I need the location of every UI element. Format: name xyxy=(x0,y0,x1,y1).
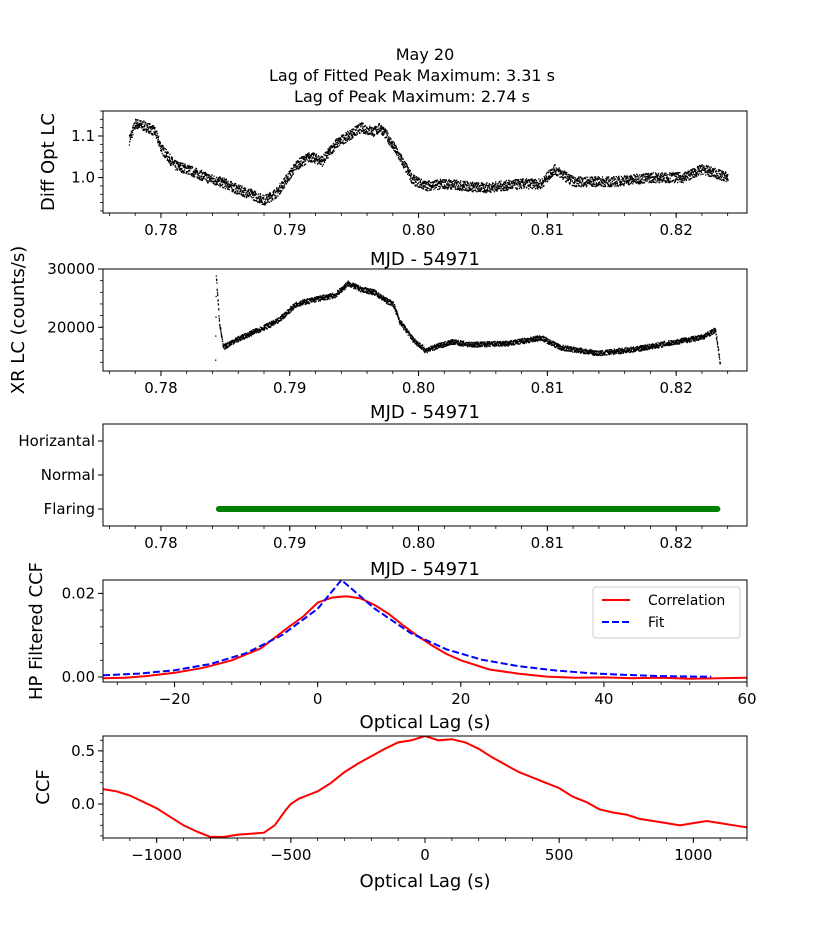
y-axis-ticks: 1.0 1.1 xyxy=(71,110,103,212)
xray-lightcurve-plot xyxy=(215,275,721,365)
optical-lightcurve-plot xyxy=(128,118,729,206)
x-axis-label: MJD - 54971 xyxy=(370,402,480,423)
x-axis-label: MJD - 54971 xyxy=(370,559,480,580)
y-tick-label: 0.00 xyxy=(62,668,95,686)
x-tick-label: 0.80 xyxy=(402,534,435,552)
axes-frame xyxy=(102,579,748,683)
x-tick-label: 0.78 xyxy=(144,221,177,239)
x-axis-ticks: 0.78 0.79 0.80 0.81 0.82 xyxy=(109,526,729,552)
x-tick-label: 0 xyxy=(313,690,323,708)
legend-label-correlation: Correlation xyxy=(648,593,725,609)
y-axis-ticks: 0.0 0.5 xyxy=(71,739,103,837)
title-line-3: Lag of Peak Maximum: 2.74 s xyxy=(294,87,530,106)
state-category-label: Normal xyxy=(41,466,95,484)
x-tick-label: 0 xyxy=(420,846,430,864)
x-tick-label: 40 xyxy=(594,690,613,708)
y-tick-label: 0.02 xyxy=(62,584,95,602)
x-axis-ticks: −1000 −500 0 500 1000 xyxy=(102,838,748,864)
x-tick-label: 0.80 xyxy=(402,379,435,397)
x-axis-label: Optical Lag (s) xyxy=(360,871,491,892)
y-tick-label: 30000 xyxy=(47,260,95,278)
x-tick-label: 0.81 xyxy=(531,379,564,397)
x-axis-ticks: 0.78 0.79 0.80 0.81 0.82 xyxy=(109,213,729,239)
y-axis-label: XR LC (counts/s) xyxy=(8,246,29,395)
x-tick-label: 500 xyxy=(545,846,574,864)
series-correlation xyxy=(103,595,747,680)
x-tick-label: 0.78 xyxy=(144,534,177,552)
x-tick-label: 0.79 xyxy=(273,379,306,397)
xray-lightcurve-panel: MJD - 54971 0.78 0.79 0.80 0.81 0.82 20000 30… xyxy=(8,246,748,397)
x-tick-label: 60 xyxy=(737,690,756,708)
title-line-1: May 20 xyxy=(396,45,455,64)
axes-frame xyxy=(102,735,748,839)
y-tick-label: 1.1 xyxy=(71,127,95,145)
x-tick-label: 0.81 xyxy=(531,221,564,239)
x-tick-label: 0.80 xyxy=(402,221,435,239)
x-tick-label: 0.79 xyxy=(273,534,306,552)
x-tick-label: 1000 xyxy=(674,846,712,864)
series-ccf xyxy=(103,736,747,838)
axes-frame xyxy=(102,423,748,527)
x-tick-label: −500 xyxy=(270,846,311,864)
y-axis-ticks: 0.00 0.02 xyxy=(62,584,103,686)
x-axis-label: Optical Lag (s) xyxy=(360,712,491,733)
y-tick-label: 1.0 xyxy=(71,169,95,187)
y-axis-label: Diff Opt LC xyxy=(38,113,59,211)
x-tick-label: 0.79 xyxy=(273,221,306,239)
x-tick-label: 20 xyxy=(451,690,470,708)
x-tick-label: 0.82 xyxy=(659,534,692,552)
state-panel: MJD - 54971 0.78 0.79 0.80 0.81 0.82 Horizan… xyxy=(18,402,748,552)
x-tick-label: −20 xyxy=(159,690,191,708)
y-axis-ticks: 20000 30000 xyxy=(47,260,103,363)
figure-title: May 20 Lag of Fitted Peak Maximum: 3.31 … xyxy=(269,45,555,106)
y-tick-label: 0.0 xyxy=(71,795,95,813)
axes-frame xyxy=(102,268,748,372)
hp-filtered-ccf-plot xyxy=(103,580,747,680)
x-axis-ticks: 0.78 0.79 0.80 0.81 0.82 xyxy=(109,371,729,397)
data-points xyxy=(215,275,721,365)
legend-label-fit: Fit xyxy=(648,615,665,631)
y-tick-label: 0.5 xyxy=(71,742,95,760)
title-line-2: Lag of Fitted Peak Maximum: 3.31 s xyxy=(269,66,555,85)
y-axis-label: CCF xyxy=(33,769,54,805)
hp-filtered-ccf-panel: MJD - 54971 −20 0 20 40 60 0.00 0.02 HP Filte… xyxy=(26,559,757,733)
axes-frame xyxy=(102,110,748,214)
x-tick-label: 0.78 xyxy=(144,379,177,397)
y-axis-label: HP Filtered CCF xyxy=(26,562,47,700)
x-tick-label: −1000 xyxy=(131,846,182,864)
series-fit xyxy=(103,580,712,678)
state-category-label: Horizantal xyxy=(18,432,95,450)
x-axis-label: MJD - 54971 xyxy=(370,249,480,270)
y-tick-label: 20000 xyxy=(47,318,95,336)
x-tick-label: 0.82 xyxy=(659,379,692,397)
legend: Correlation Fit xyxy=(592,586,741,639)
x-tick-label: 0.82 xyxy=(659,221,692,239)
x-axis-ticks: −20 0 20 40 60 xyxy=(116,682,757,708)
x-tick-label: 0.81 xyxy=(531,534,564,552)
ccf-plot xyxy=(103,736,747,838)
y-axis-ticks: Horizantal Normal Flaring xyxy=(18,432,103,518)
data-points xyxy=(128,118,729,206)
ccf-panel: −1000 −500 0 500 1000 0.0 0.5 CCF Optical Lag… xyxy=(33,735,748,892)
optical-lightcurve-panel: 0.78 0.79 0.80 0.81 0.82 1.0 1.1 Diff Opt LC xyxy=(38,110,748,239)
state-category-label: Flaring xyxy=(44,500,95,518)
